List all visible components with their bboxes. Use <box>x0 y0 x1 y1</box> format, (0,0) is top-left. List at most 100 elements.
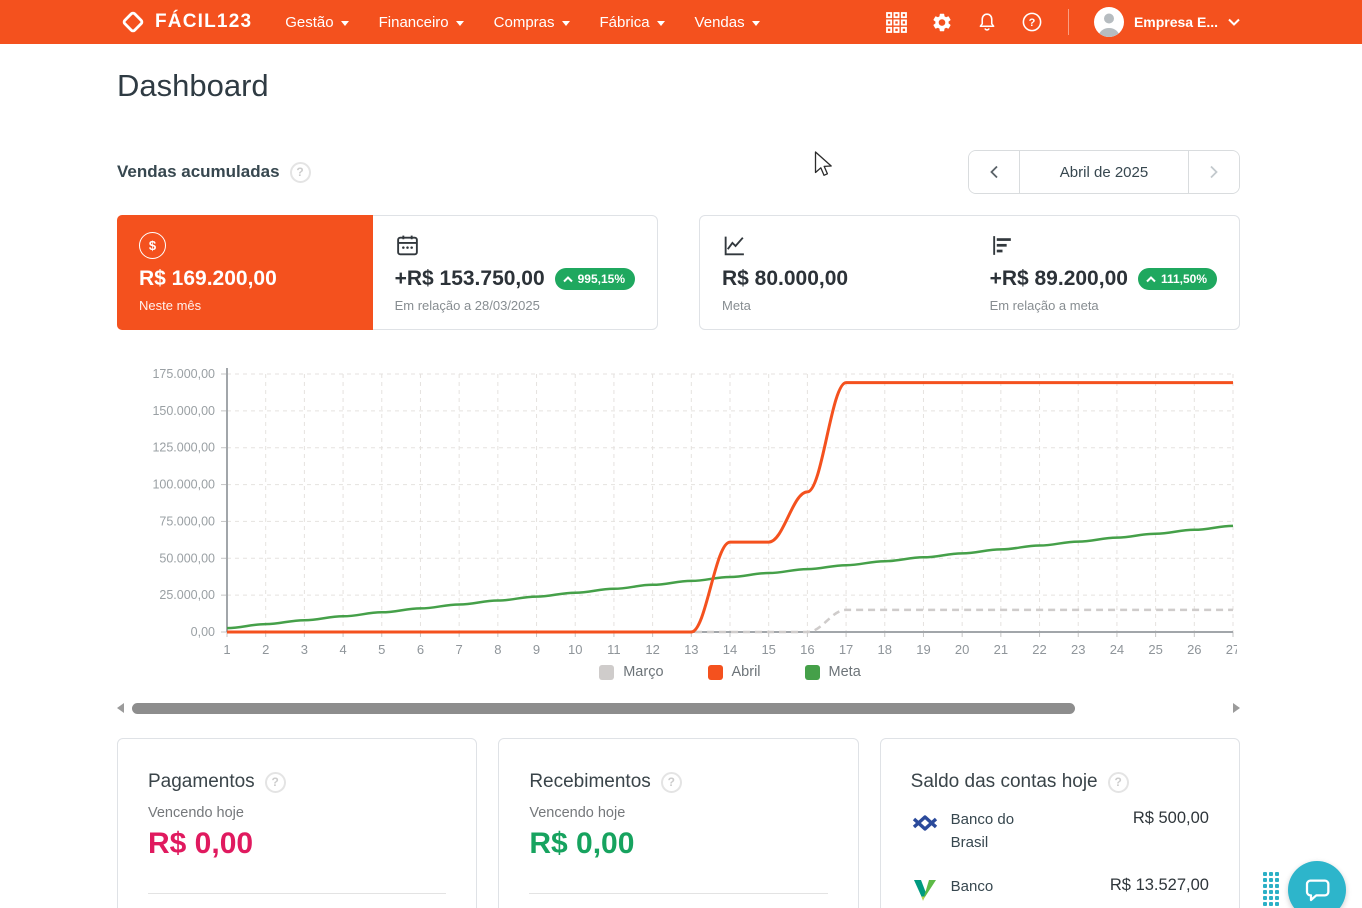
x-axis-tick-label: 18 <box>878 642 892 657</box>
receipts-sublabel: Vencendo hoje <box>529 805 626 821</box>
notifications-bell-icon[interactable] <box>976 11 998 33</box>
x-axis-tick-label: 21 <box>994 642 1008 657</box>
account-name: Empresa E... <box>1133 14 1218 30</box>
chevron-down-icon <box>751 20 760 26</box>
nav-menu-compras[interactable]: Compras <box>494 14 570 31</box>
account-menu[interactable]: Empresa E... <box>1093 7 1240 37</box>
balances-help-icon[interactable]: ? <box>1107 771 1129 793</box>
stat-cards-row: $ R$ 169.200,00 Neste mês +R$ 153.750,00 <box>117 215 1240 330</box>
main-menu: Gestão Financeiro Compras Fábrica Vendas <box>285 13 760 31</box>
x-axis-tick-label: 10 <box>568 642 582 657</box>
account-row-banco-do-brasil: Banco do Brasil R$ 500,00 <box>911 809 1209 854</box>
legend-item-abril[interactable]: Abril <box>707 664 761 680</box>
balances-title: Saldo das contas hoje <box>910 771 1098 792</box>
current-month-value: R$ 169.200,00 <box>139 267 277 290</box>
x-axis-tick-label: 26 <box>1187 642 1201 657</box>
app-logo-text: FÁCIL123 <box>155 11 253 32</box>
scrollbar-track[interactable] <box>130 702 1227 714</box>
nav-menu-label: Compras <box>493 13 555 31</box>
y-axis-tick-label: 150.000,00 <box>152 404 215 418</box>
receipts-card: Recebimentos ? Vencendo hoje R$ 0,00 <box>498 738 859 908</box>
nav-menu-label: Gestão <box>285 13 334 31</box>
vs-goal-value: +R$ 89.200,00 <box>989 267 1128 290</box>
nav-menu-label: Financeiro <box>378 13 449 31</box>
vs-previous-card: +R$ 153.750,00 995,15% Em relação a 28/0… <box>373 216 657 329</box>
x-axis-tick-label: 13 <box>684 642 698 657</box>
x-axis-tick-label: 25 <box>1148 642 1162 657</box>
accounts-list: Banco do Brasil R$ 500,00 Banco R$ 13.527,0… <box>911 809 1209 908</box>
goal-card-group: R$ 80.000,00 Meta +R$ 89.200,00 <box>699 215 1240 330</box>
avatar <box>1093 7 1124 37</box>
chevron-down-icon <box>561 20 570 26</box>
payments-value: R$ 0,00 <box>148 827 254 860</box>
apps-grid-icon[interactable] <box>886 11 908 33</box>
x-axis-tick-label: 14 <box>723 642 737 657</box>
navbar-divider <box>1067 9 1069 35</box>
series-line-meta <box>226 524 1234 630</box>
legend-item-marco[interactable]: Março <box>599 664 664 680</box>
vs-goal-label: Em relação a meta <box>989 298 1099 313</box>
scroll-left-arrow[interactable] <box>117 703 124 713</box>
balances-card: Saldo das contas hoje ? Banco do Brasil R… <box>879 738 1240 908</box>
vs-goal-card: +R$ 89.200,00 111,50% Em relação a meta <box>968 216 1239 329</box>
payments-divider <box>148 893 447 894</box>
account-balance: R$ 500,00 <box>1132 809 1209 827</box>
line-chart-icon <box>724 236 744 256</box>
x-axis-tick-label: 16 <box>800 642 814 657</box>
next-period-button[interactable] <box>1189 151 1239 193</box>
nav-menu-gestao[interactable]: Gestão <box>285 13 349 31</box>
chat-bubble-icon <box>1305 879 1330 902</box>
payments-help-icon[interactable]: ? <box>264 771 286 793</box>
current-month-label: Neste mês <box>139 298 202 313</box>
app-logo[interactable]: FÁCIL123 <box>120 9 252 35</box>
scrollbar-thumb[interactable] <box>132 702 1076 714</box>
caret-up-icon <box>1146 275 1156 282</box>
vs-previous-badge: 995,15% <box>554 268 635 290</box>
line-chart-canvas[interactable]: 175.000,00150.000,00125.000,00100.000,00… <box>117 362 1237 658</box>
nav-menu-vendas[interactable]: Vendas <box>695 14 760 31</box>
y-axis-tick-label: 75.000,00 <box>159 514 215 528</box>
settings-gear-icon[interactable] <box>931 11 953 33</box>
sales-chart: 175.000,00 150.000,00 125.000,00 100.000,00… <box>117 362 1240 680</box>
legend-item-meta[interactable]: Meta <box>804 664 861 680</box>
x-axis-tick-label: 11 <box>607 642 621 657</box>
nav-menu-financeiro[interactable]: Financeiro <box>379 14 464 31</box>
help-icon[interactable]: ? <box>1021 11 1043 33</box>
vs-previous-value: +R$ 153.750,00 <box>394 267 545 290</box>
x-axis-tick-label: 7 <box>456 642 463 657</box>
receipts-divider <box>529 893 828 894</box>
banco-v-logo <box>913 880 936 901</box>
sales-section-header: Vendas acumuladas ? Abril de 2025 <box>117 150 1240 194</box>
x-axis-tick-label: 3 <box>301 642 308 657</box>
chart-legend: Março Abril Meta <box>227 664 1233 680</box>
caret-up-icon <box>562 275 573 282</box>
current-month-card[interactable]: $ R$ 169.200,00 Neste mês <box>117 215 373 330</box>
receipts-help-icon[interactable]: ? <box>660 771 682 793</box>
chat-widget-button[interactable] <box>1288 861 1346 908</box>
bar-chart-icon <box>992 236 1011 255</box>
top-navbar: FÁCIL123 Gestão Financeiro Compras Fábrica V… <box>0 0 1362 44</box>
x-axis-tick-label: 15 <box>761 642 775 657</box>
x-axis-tick-label: 20 <box>955 642 969 657</box>
payments-card: Pagamentos ? Vencendo hoje R$ 0,00 <box>117 738 478 908</box>
chevron-down-icon <box>1228 18 1240 26</box>
sales-help-icon[interactable]: ? <box>289 161 311 183</box>
x-axis-tick-label: 4 <box>339 642 346 657</box>
chevron-right-icon <box>1210 165 1218 179</box>
calendar-icon <box>396 235 418 256</box>
period-navigator: Abril de 2025 <box>968 150 1240 194</box>
legend-swatch-icon <box>599 664 615 680</box>
nav-menu-label: Fábrica <box>599 13 650 31</box>
account-row-banco: Banco R$ 13.527,00 <box>911 876 1209 908</box>
payments-sublabel: Vencendo hoje <box>148 805 244 821</box>
x-axis-tick-label: 9 <box>533 642 540 657</box>
scroll-right-arrow[interactable] <box>1233 703 1240 713</box>
previous-period-button[interactable] <box>969 151 1019 193</box>
account-name: Banco do Brasil <box>950 811 1015 851</box>
vs-previous-label: Em relação a 28/03/2025 <box>394 298 540 313</box>
chat-dots-decoration <box>1263 872 1279 906</box>
x-axis-tick-label: 19 <box>916 642 930 657</box>
nav-menu-fabrica[interactable]: Fábrica <box>600 14 665 31</box>
svg-text:?: ? <box>1029 17 1036 29</box>
sales-card-group: $ R$ 169.200,00 Neste mês +R$ 153.750,00 <box>117 215 658 330</box>
